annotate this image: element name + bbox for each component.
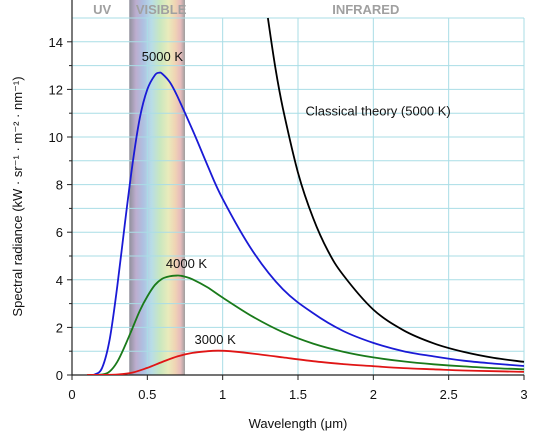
series-line-classical-theory-5000-k [267,17,525,363]
curve-label-4000-k: 4000 K [166,256,208,271]
band-label-visible: VISIBLE [136,2,187,17]
y-tick-label: 4 [56,273,63,288]
y-tick-label: 8 [56,178,63,193]
band-label-infrared: INFRARED [332,2,399,17]
x-axis-title: Wavelength (μm) [249,416,348,431]
y-axis-title: Spectral radiance (kW · sr⁻¹ · m⁻² · nm⁻… [10,76,25,316]
labels-layer: UV VISIBLE INFRARED 5000 K 4000 K 3000 K Class… [93,2,451,347]
y-tick-label: 12 [49,82,63,97]
curve-label-classical-theory-5000-k: Classical theory (5000 K) [306,104,451,119]
x-tick-label: 2.5 [440,387,458,402]
x-tick-label: 1.5 [289,387,307,402]
curve-label-3000-k: 3000 K [195,332,237,347]
y-tick-label: 10 [49,130,63,145]
axes: 0 0.5 1 1.5 2 2.5 3 0 2 4 6 8 10 12 14 Wavelength (μm) S… [10,0,528,431]
x-tick-label: 0 [68,387,75,402]
band-label-uv: UV [93,2,111,17]
grid-lines [72,17,525,375]
series-line-5000-k [87,71,525,375]
series-line-3000-k [87,349,525,375]
y-tick-label: 14 [49,35,63,50]
y-tick-label: 0 [56,368,63,383]
series-layer [87,17,525,375]
series-line-4000-k [87,274,525,375]
x-tick-label: 0.5 [138,387,156,402]
curve-label-5000-k: 5000 K [142,49,184,64]
y-tick-label: 6 [56,225,63,240]
x-tick-label: 1 [219,387,226,402]
y-tick-label: 2 [56,320,63,335]
x-tick-label: 3 [520,387,527,402]
x-tick-label: 2 [370,387,377,402]
